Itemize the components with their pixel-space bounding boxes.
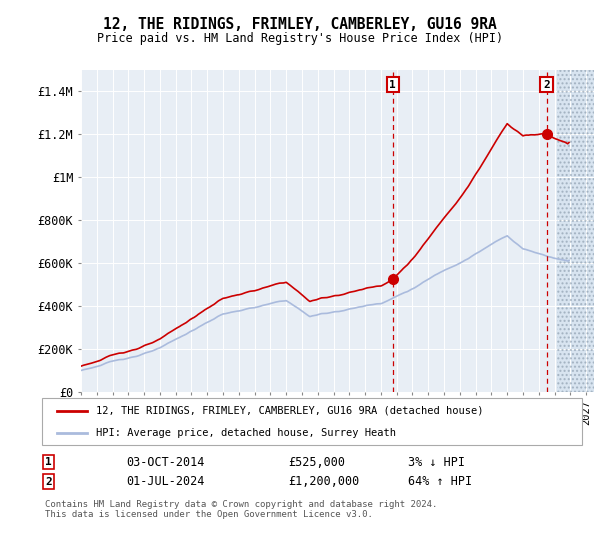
Text: 12, THE RIDINGS, FRIMLEY, CAMBERLEY, GU16 9RA (detached house): 12, THE RIDINGS, FRIMLEY, CAMBERLEY, GU1… [96,406,484,416]
Text: 03-OCT-2014: 03-OCT-2014 [126,455,205,469]
Text: 12, THE RIDINGS, FRIMLEY, CAMBERLEY, GU16 9RA: 12, THE RIDINGS, FRIMLEY, CAMBERLEY, GU1… [103,17,497,32]
Text: 1: 1 [389,80,396,90]
Bar [557,70,594,392]
Text: HPI: Average price, detached house, Surrey Heath: HPI: Average price, detached house, Surr… [96,428,396,438]
Text: 2: 2 [45,477,52,487]
Text: 64% ↑ HPI: 64% ↑ HPI [408,475,472,488]
Bar [557,70,594,392]
Text: £1,200,000: £1,200,000 [288,475,359,488]
Text: 3% ↓ HPI: 3% ↓ HPI [408,455,465,469]
Text: Price paid vs. HM Land Registry's House Price Index (HPI): Price paid vs. HM Land Registry's House … [97,32,503,45]
Text: 1: 1 [45,457,52,467]
Text: £525,000: £525,000 [288,455,345,469]
Text: Contains HM Land Registry data © Crown copyright and database right 2024.
This d: Contains HM Land Registry data © Crown c… [45,500,437,519]
Text: 2: 2 [543,80,550,90]
Text: 01-JUL-2024: 01-JUL-2024 [126,475,205,488]
